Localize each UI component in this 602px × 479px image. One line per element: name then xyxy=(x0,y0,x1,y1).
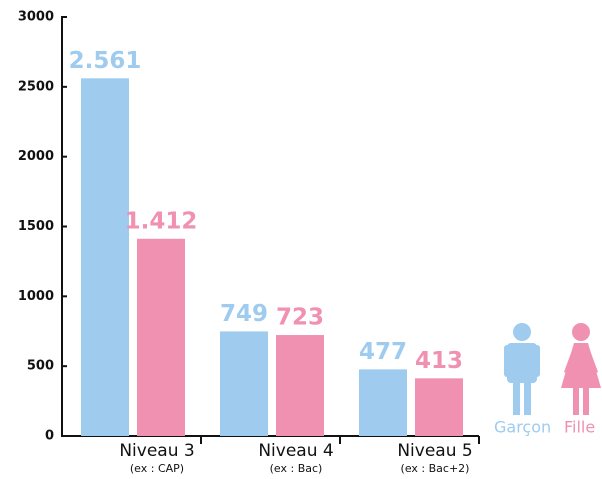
legend-label: Garçon xyxy=(494,418,551,437)
bar xyxy=(81,78,129,437)
y-tick-label: 2500 xyxy=(18,79,54,94)
value-label: 2.561 xyxy=(69,48,142,74)
y-tick-label: 0 xyxy=(45,429,54,444)
value-label: 477 xyxy=(359,339,407,365)
bar xyxy=(220,331,268,436)
x-tick-label: Niveau 5 xyxy=(397,441,472,461)
value-label: 1.412 xyxy=(125,208,198,234)
bar xyxy=(359,369,407,436)
value-label: 723 xyxy=(276,305,324,331)
legend-label: Fille xyxy=(564,418,595,437)
legend-icon-girl xyxy=(561,323,601,415)
y-tick-label: 3000 xyxy=(18,10,54,25)
value-label: 413 xyxy=(415,348,463,374)
value-label: 749 xyxy=(220,301,268,327)
x-tick-label: Niveau 3 xyxy=(119,441,194,461)
bar xyxy=(137,238,185,436)
y-tick-label: 1500 xyxy=(18,219,54,234)
category-note: (ex : Bac+2) xyxy=(401,462,470,475)
category-note: (ex : Bac) xyxy=(270,462,323,475)
y-tick-label: 500 xyxy=(27,359,54,374)
bar xyxy=(415,378,463,436)
bar xyxy=(276,335,324,436)
category-note: (ex : CAP) xyxy=(130,462,184,475)
x-tick-label: Niveau 4 xyxy=(258,441,333,461)
legend-icon-boy xyxy=(504,323,540,415)
y-tick-label: 2000 xyxy=(18,149,54,164)
y-tick-label: 1000 xyxy=(18,289,54,304)
